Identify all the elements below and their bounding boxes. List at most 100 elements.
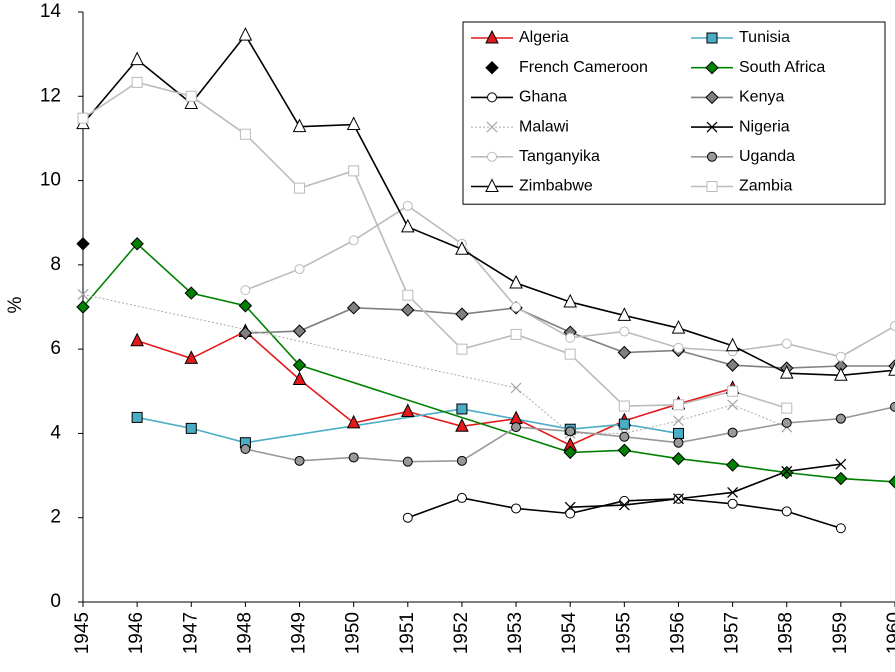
point (184, 95, 199, 109)
point (401, 303, 415, 317)
point (835, 458, 847, 470)
point (890, 320, 895, 331)
point (511, 503, 522, 514)
legend-marker (485, 178, 499, 192)
x-tick-label: 1945 (72, 612, 93, 654)
point (294, 182, 306, 194)
point (294, 455, 305, 466)
legend-marker (705, 60, 719, 75)
point (834, 367, 848, 381)
x-tick-label: 1951 (397, 612, 418, 654)
series-line (136, 330, 733, 447)
point (348, 452, 359, 463)
point (781, 402, 793, 414)
x-tick-label: 1960 (884, 612, 895, 654)
point (185, 422, 197, 434)
point (671, 319, 686, 334)
point (346, 301, 361, 315)
series-line (570, 463, 841, 508)
legend-label: Ghana (519, 89, 567, 106)
point (781, 506, 792, 517)
y-tick-label: 14 (40, 1, 62, 22)
point (292, 358, 307, 372)
y-tick-label: 6 (50, 338, 61, 359)
legend-label: Tunisia (739, 29, 790, 46)
point (346, 116, 361, 131)
point (456, 492, 467, 503)
point (725, 337, 740, 352)
point (727, 399, 739, 411)
series-line (82, 33, 895, 377)
point (619, 431, 630, 442)
y-tick-label: 12 (40, 85, 61, 106)
legend-label: South Africa (739, 59, 825, 76)
x-tick-label: 1954 (559, 612, 580, 655)
point (834, 471, 848, 486)
legend-marker (487, 151, 497, 162)
y-tick-label: 4 (50, 422, 61, 443)
x-tick-label: 1956 (667, 612, 688, 654)
point (130, 332, 144, 347)
point (565, 508, 576, 519)
point (510, 328, 522, 340)
legend-label: Uganda (739, 148, 795, 165)
point (619, 495, 630, 506)
point (238, 27, 253, 41)
legend-label: Kenya (739, 89, 784, 106)
legend-marker (487, 92, 497, 103)
series-line (82, 81, 787, 409)
legend-marker (705, 90, 719, 105)
legend-label: Algeria (519, 29, 569, 46)
point (672, 399, 684, 411)
point (618, 400, 630, 412)
legend-label: Nigeria (739, 118, 790, 135)
legend: Algeria Tunisia French Cameroon South Afric… (462, 21, 886, 205)
point (725, 458, 740, 472)
point (185, 90, 197, 102)
point (400, 218, 415, 233)
point (725, 358, 740, 372)
x-tick-label: 1957 (722, 612, 743, 654)
point (239, 128, 251, 140)
legend-label: French Cameroon (519, 59, 648, 76)
point (617, 307, 632, 321)
x-tick-label: 1950 (343, 612, 364, 654)
y-tick-label: 0 (50, 591, 61, 612)
point (781, 417, 792, 428)
x-tick-label: 1955 (613, 612, 634, 654)
point (618, 499, 630, 511)
legend-marker (486, 121, 498, 133)
point (455, 418, 469, 432)
point (619, 326, 630, 337)
point (346, 414, 361, 429)
y-tick-label: 8 (50, 254, 61, 275)
point (130, 51, 144, 66)
legend-marker (706, 121, 718, 133)
point (348, 165, 360, 177)
point (781, 338, 792, 349)
point (77, 288, 89, 300)
point (618, 418, 630, 430)
legend-label: Zimbabwe (519, 178, 593, 195)
point (727, 498, 738, 509)
point (238, 299, 253, 313)
point (671, 452, 686, 466)
point (131, 76, 143, 88)
point (292, 324, 307, 338)
legend-label: Zambia (739, 178, 792, 195)
point (402, 456, 413, 467)
x-tick-label: 1946 (126, 612, 147, 654)
series-line (82, 242, 895, 483)
point (76, 300, 90, 314)
point (511, 302, 522, 312)
legend-marker (707, 151, 717, 162)
point (727, 427, 738, 438)
x-tick-label: 1949 (289, 612, 310, 654)
legend-marker (485, 29, 499, 44)
point (835, 413, 846, 424)
point (565, 332, 576, 343)
point (890, 401, 895, 412)
point (131, 411, 143, 423)
point (402, 289, 414, 301)
